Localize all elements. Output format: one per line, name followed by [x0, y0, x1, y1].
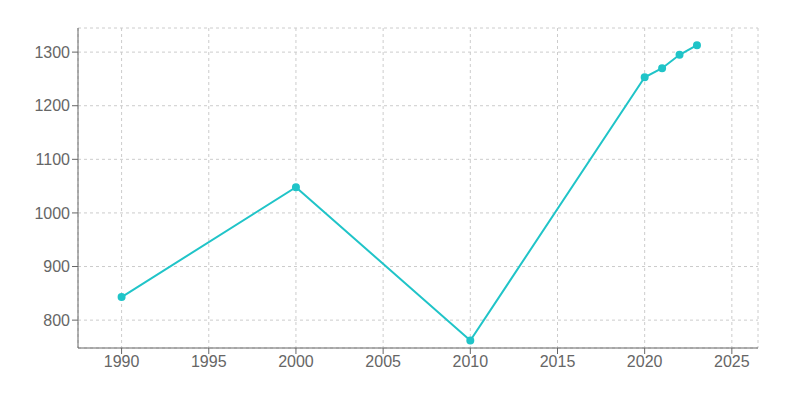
svg-text:1200: 1200 — [34, 97, 70, 114]
svg-text:2005: 2005 — [365, 353, 401, 370]
svg-text:1995: 1995 — [191, 353, 227, 370]
svg-text:900: 900 — [43, 258, 70, 275]
svg-text:2025: 2025 — [714, 353, 750, 370]
svg-text:800: 800 — [43, 312, 70, 329]
svg-text:2010: 2010 — [453, 353, 489, 370]
svg-text:1000: 1000 — [34, 205, 70, 222]
svg-text:1300: 1300 — [34, 44, 70, 61]
svg-text:1990: 1990 — [104, 353, 140, 370]
svg-text:2015: 2015 — [540, 353, 576, 370]
svg-text:2020: 2020 — [627, 353, 663, 370]
svg-text:2000: 2000 — [278, 353, 314, 370]
svg-text:1100: 1100 — [36, 151, 71, 168]
